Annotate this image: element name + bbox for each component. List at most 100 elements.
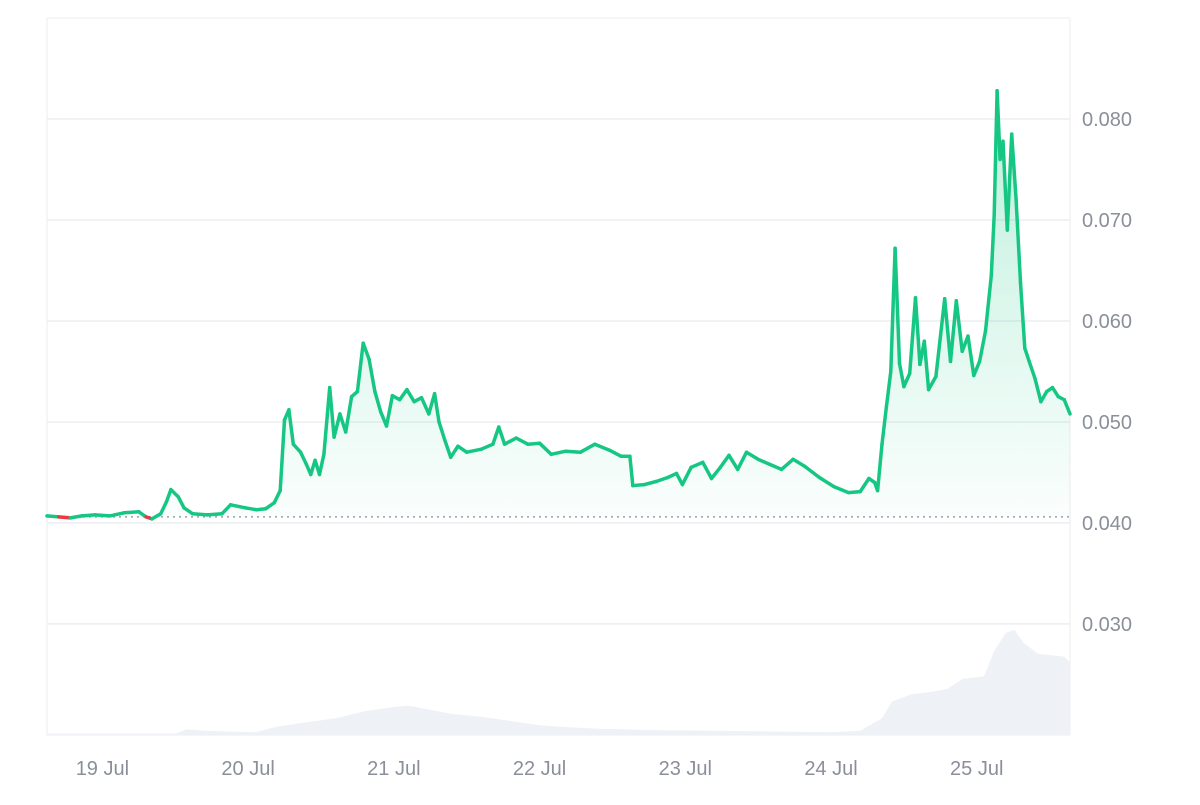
price-area-shape bbox=[47, 90, 1070, 517]
price-line-segment bbox=[443, 438, 453, 460]
price-line-segment bbox=[846, 489, 862, 495]
price-line-segment bbox=[205, 512, 224, 517]
price-line-segment bbox=[437, 420, 447, 442]
volume-area bbox=[47, 630, 1070, 735]
price-line-segment bbox=[1050, 385, 1061, 399]
price-line-segment bbox=[448, 444, 460, 460]
y-tick-label: 0.040 bbox=[1082, 513, 1132, 535]
x-tick-label: 20 Jul bbox=[221, 758, 274, 780]
x-tick-label: 21 Jul bbox=[367, 758, 420, 780]
y-tick-label: 0.060 bbox=[1082, 311, 1132, 333]
y-tick-label: 0.030 bbox=[1082, 614, 1132, 636]
price-line-segment bbox=[701, 460, 714, 481]
price-line-segment bbox=[80, 513, 97, 518]
y-axis: 0.080 0.070 0.060 0.050 0.040 0.030 bbox=[1082, 109, 1132, 636]
price-line-segment bbox=[384, 393, 395, 428]
price-line-segment bbox=[977, 329, 988, 364]
x-tick-label: 25 Jul bbox=[950, 758, 1003, 780]
price-line-segment bbox=[263, 500, 277, 511]
price-line-segment bbox=[291, 442, 303, 454]
price-line-segment bbox=[779, 457, 795, 472]
price-line-segment bbox=[373, 389, 383, 414]
price-line-segment bbox=[875, 442, 884, 493]
price-line-segment bbox=[343, 394, 354, 434]
price-line-segment bbox=[907, 295, 918, 376]
price-line-segment bbox=[1033, 376, 1043, 404]
price-line-segment bbox=[549, 449, 568, 457]
price-line-segment bbox=[367, 357, 377, 394]
price-line-segment bbox=[327, 385, 336, 439]
price-line-segment bbox=[164, 487, 173, 504]
price-line-segment bbox=[628, 454, 635, 488]
price-line-segment bbox=[1062, 397, 1072, 416]
x-tick-label: 23 Jul bbox=[659, 758, 712, 780]
price-line-segment bbox=[727, 453, 740, 472]
price-line-segment bbox=[884, 369, 893, 409]
price-line-segment bbox=[502, 436, 518, 446]
price-line-segment bbox=[768, 462, 784, 472]
price-line-segment bbox=[432, 391, 441, 424]
price-line-segment bbox=[158, 499, 169, 516]
price-line-segment bbox=[913, 295, 922, 367]
price-area-fill bbox=[47, 90, 1070, 517]
price-line-segment bbox=[1005, 132, 1014, 232]
price-line-segment bbox=[902, 371, 912, 389]
price-line-segment bbox=[689, 460, 705, 470]
price-line-segment bbox=[1009, 132, 1018, 202]
y-tick-label: 0.050 bbox=[1082, 412, 1132, 434]
price-line-segment bbox=[479, 442, 495, 451]
price-line-segment bbox=[972, 359, 982, 378]
price-line-segment bbox=[995, 88, 1002, 162]
price-line-segment bbox=[593, 442, 612, 452]
price-line-segment bbox=[607, 448, 623, 459]
price-line-segment bbox=[1023, 346, 1031, 364]
price-line-segment bbox=[68, 514, 84, 520]
price-line-segment bbox=[631, 482, 647, 488]
price-line-segment bbox=[1018, 280, 1027, 350]
price-line-segment bbox=[182, 506, 195, 516]
price-line-segment bbox=[220, 503, 233, 516]
x-axis: 19 Jul 20 Jul 21 Jul 22 Jul 23 Jul 24 Jul 25 J… bbox=[76, 758, 1004, 780]
price-line-segment bbox=[272, 488, 282, 505]
price-line-segment bbox=[654, 475, 670, 484]
price-line-segment bbox=[322, 385, 332, 457]
price-line-segment bbox=[817, 475, 836, 489]
price-line-segment bbox=[317, 452, 326, 477]
y-tick-label: 0.070 bbox=[1082, 210, 1132, 232]
price-line-segment bbox=[718, 453, 731, 470]
price-line-segment bbox=[578, 442, 597, 454]
price-line-segment bbox=[464, 447, 484, 454]
price-line-segment bbox=[332, 412, 342, 439]
price-line-segment bbox=[735, 450, 749, 472]
x-tick-label: 22 Jul bbox=[513, 758, 566, 780]
price-line-segment bbox=[190, 512, 210, 517]
price-line-segment bbox=[642, 479, 658, 487]
price-line-segment bbox=[278, 418, 287, 493]
price-line-segment bbox=[791, 457, 807, 469]
price-line-segment bbox=[45, 514, 61, 519]
price-line-segment bbox=[176, 494, 186, 510]
price-line-segment bbox=[948, 299, 959, 364]
price-line-segment bbox=[287, 408, 296, 446]
price-line-segment bbox=[514, 436, 530, 446]
price-line bbox=[45, 88, 1072, 521]
price-line-segment bbox=[966, 334, 976, 378]
price-line-segment bbox=[298, 450, 309, 467]
price-line-segment bbox=[526, 441, 542, 446]
price-line-segment bbox=[405, 387, 416, 404]
price-line-segment bbox=[989, 213, 996, 278]
price-line-segment bbox=[122, 510, 141, 515]
price-line-segment bbox=[934, 296, 947, 379]
volume-shape bbox=[47, 630, 1070, 735]
price-line-segment bbox=[983, 273, 994, 333]
price-line-segment bbox=[744, 450, 760, 462]
price-line-segment bbox=[942, 296, 953, 364]
price-line-segment bbox=[756, 457, 772, 467]
price-line-segment bbox=[680, 465, 693, 487]
price-line-segment bbox=[243, 506, 259, 512]
price-line-segment bbox=[954, 299, 964, 354]
x-tick-label: 19 Jul bbox=[76, 758, 129, 780]
price-line-segment bbox=[803, 464, 822, 480]
